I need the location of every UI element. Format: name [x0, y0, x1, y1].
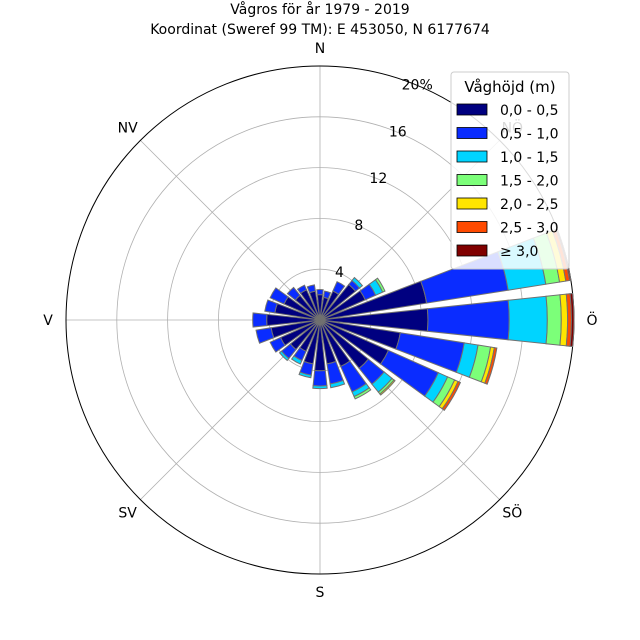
bar-s9-b4 [379, 379, 396, 396]
legend-label-1: 0,5 - 1,0 [500, 127, 558, 143]
bar-s15-b2 [278, 350, 290, 362]
bar-s6-b6 [569, 292, 575, 348]
legend-items: 0,0 - 0,5 0,5 - 1,0 1,0 - 1,5 1,5 - 2,0 2,0 … [456, 103, 558, 260]
legend-label-0: 0,0 - 0,5 [500, 103, 558, 119]
radial-tick-0: 4 [335, 265, 344, 281]
direction-label-6: Ö [586, 311, 597, 329]
bar-s6-b2 [507, 295, 548, 345]
radial-tick-4: 20% [402, 77, 433, 93]
bar-s17-b1 [255, 327, 275, 344]
bar-s6-b1 [426, 299, 510, 341]
direction-label-5: SÖ [502, 503, 522, 521]
direction-label-2: V [43, 313, 53, 329]
bar-s2-b1 [332, 281, 346, 296]
radial-tick-labels: 4 8 12 16 20% [335, 77, 433, 281]
bar-s14-b2 [290, 355, 303, 365]
legend-label-2: 1,0 - 1,5 [500, 150, 558, 166]
legend-swatch-5 [456, 221, 488, 233]
bar-s10-b3 [353, 387, 372, 400]
radial-tick-1: 8 [354, 218, 363, 234]
bar-s8-b5 [441, 380, 462, 412]
legend-swatch-1 [456, 127, 488, 139]
direction-labels: NNVVSVSSÖÖNÖ [43, 41, 597, 601]
direction-label-3: SV [118, 505, 137, 521]
legend-swatch-3 [456, 174, 488, 186]
legend-swatch-2 [456, 150, 488, 163]
bar-s16-b1 [269, 336, 286, 353]
bar-s20-b1 [269, 287, 289, 305]
bar-s21-b1 [286, 286, 301, 301]
bar-s13-b2 [298, 371, 312, 379]
bar-s12-b1 [312, 369, 328, 387]
chart-title-line1: Vågros för år 1979 - 2019 [230, 1, 409, 18]
bar-s7-b5 [484, 347, 498, 385]
legend-frame [450, 71, 570, 270]
bar-s0-b1 [316, 289, 324, 296]
legend-label-4: 2,0 - 2,5 [500, 197, 558, 213]
bar-s1-b1 [323, 290, 332, 300]
legend-label-6: ≥ 3,0 [500, 244, 538, 260]
bar-s19-b1 [264, 299, 278, 314]
bar-s11-b2 [329, 379, 346, 389]
legend: Våghöjd (m) 0,0 - 0,5 0,5 - 1,0 1,0 - 1,5 1… [450, 71, 570, 270]
legend-label-5: 2,5 - 3,0 [500, 221, 558, 237]
bar-s23-b1 [306, 284, 317, 294]
direction-label-1: NV [118, 121, 138, 137]
chart-title-line2: Koordinat (Sweref 99 TM): E 453050, N 61… [150, 22, 490, 38]
radial-tick-3: 16 [389, 124, 407, 140]
bar-s4-b3 [374, 277, 386, 293]
bar-s3-b2 [351, 276, 364, 289]
legend-label-3: 1,5 - 2,0 [500, 174, 558, 190]
legend-swatch-4 [456, 197, 488, 210]
direction-label-4: S [316, 585, 325, 601]
direction-label-0: N [315, 41, 325, 57]
legend-swatch-6 [456, 244, 488, 257]
legend-title: Våghöjd (m) [464, 78, 555, 96]
bar-s12-b2 [312, 385, 328, 390]
radial-tick-2: 12 [369, 171, 387, 187]
bar-s18-b1 [252, 312, 268, 328]
bar-s22-b1 [296, 284, 308, 294]
legend-swatch-0 [456, 103, 488, 116]
bar-s6-b3 [545, 294, 562, 346]
